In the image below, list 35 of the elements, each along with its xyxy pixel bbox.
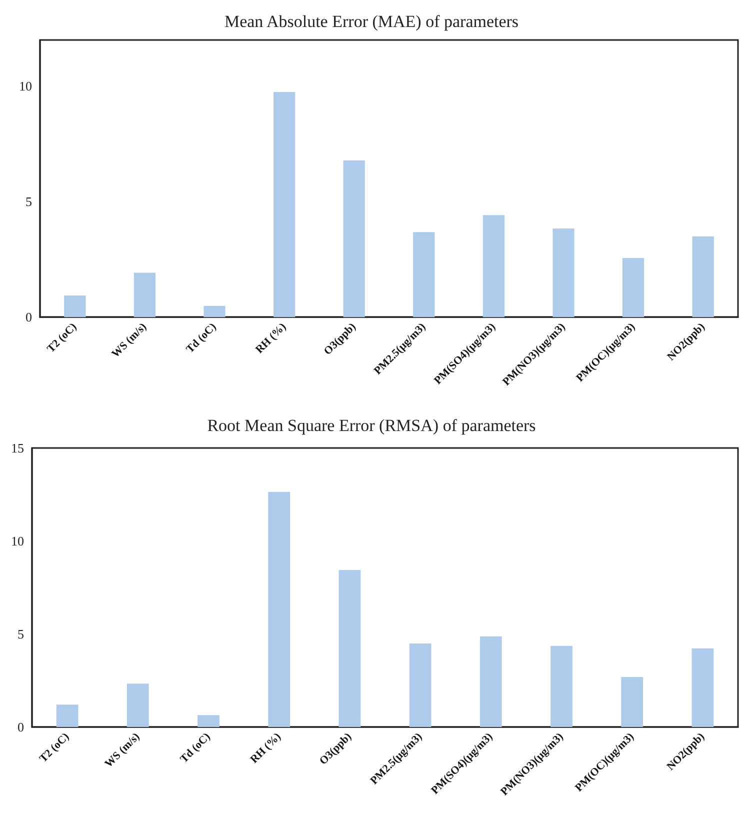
chart-title: Root Mean Square Error (RMSA) of parameters (207, 416, 536, 435)
x-tick-label: Td (oC) (184, 320, 219, 356)
y-tick-label: 10 (19, 78, 32, 94)
bar (692, 236, 714, 318)
x-tick-label: T2 (oC) (44, 320, 80, 356)
bar (204, 306, 226, 318)
bar (343, 160, 365, 318)
bar (409, 643, 432, 727)
bar (126, 684, 149, 727)
bar (622, 258, 644, 318)
y-tick-label: 5 (26, 194, 32, 210)
bar (692, 648, 714, 727)
bar (338, 570, 361, 727)
bar (621, 676, 644, 727)
bar (198, 715, 220, 727)
bar (273, 92, 296, 318)
bar (64, 295, 86, 318)
y-tick-label: 10 (11, 534, 24, 548)
y-tick-label: 5 (18, 626, 24, 642)
y-tick-label: 15 (11, 440, 24, 456)
y-tick-label: 0 (18, 720, 24, 734)
bar (413, 232, 435, 318)
bar (268, 492, 290, 727)
bar (56, 704, 78, 727)
bar (134, 272, 156, 318)
x-tick-label: Td (oC) (178, 730, 213, 766)
x-tick-label: T2 (oC) (37, 730, 72, 765)
bar (552, 228, 574, 318)
x-tick-label: RH (%) (248, 730, 284, 766)
x-tick-label: RH (%) (254, 320, 289, 356)
y-tick-label: 0 (26, 310, 32, 325)
chart-title: Mean Absolute Error (MAE) of parameters (224, 12, 519, 31)
bar (482, 215, 505, 318)
bar (550, 646, 572, 727)
bar (480, 636, 502, 727)
